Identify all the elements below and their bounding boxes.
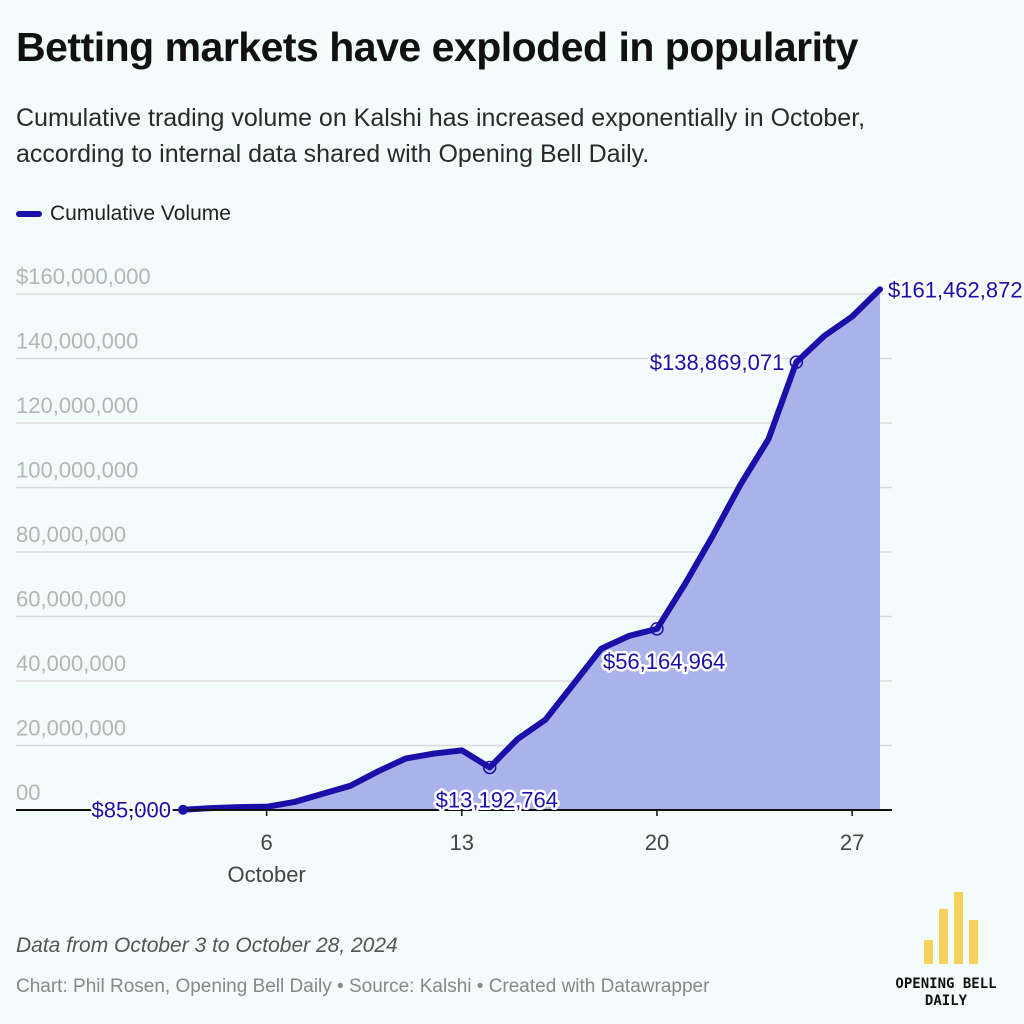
area-chart: $160,000,000 140,000,000 120,000,000 100,00… bbox=[16, 264, 1024, 887]
y-tick-label: 100,000,000 bbox=[16, 458, 138, 483]
annotation-label: $138,869,071 bbox=[650, 350, 785, 375]
chart-subtitle: Cumulative trading volume on Kalshi has … bbox=[16, 104, 866, 168]
opening-bell-daily-logo: OPENING BELL DAILY bbox=[888, 892, 1004, 1014]
y-tick-label: $160,000,000 bbox=[16, 264, 151, 289]
x-tick-label: 13 bbox=[450, 830, 474, 855]
annotation-ring bbox=[650, 622, 664, 636]
y-tick-label: 80,000,000 bbox=[16, 522, 126, 547]
bell-bars-icon bbox=[924, 892, 978, 964]
credit-line: Chart: Phil Rosen, Opening Bell Daily • … bbox=[16, 976, 710, 997]
x-tick-label: 27 bbox=[840, 830, 864, 855]
annotation-label: $13,192,764 bbox=[436, 787, 558, 812]
x-tick-sublabel: October bbox=[228, 862, 306, 887]
series-area bbox=[183, 289, 880, 810]
y-tick-label: 60,000,000 bbox=[16, 587, 126, 612]
x-tick-label: 6 bbox=[261, 830, 273, 855]
annotation-label: $56,164,964 bbox=[603, 649, 725, 674]
legend: Cumulative Volume bbox=[16, 202, 231, 226]
x-tick-label: 20 bbox=[645, 830, 669, 855]
y-tick-label: 40,000,000 bbox=[16, 651, 126, 676]
series-line bbox=[180, 286, 883, 813]
legend-label: Cumulative Volume bbox=[50, 202, 231, 225]
annotation-dot bbox=[178, 804, 188, 815]
y-tick-label: 120,000,000 bbox=[16, 393, 138, 418]
legend-swatch bbox=[16, 211, 42, 217]
logo-text: OPENING BELL DAILY bbox=[895, 976, 997, 1009]
annotation-label: $161,462,872 bbox=[888, 277, 1023, 302]
y-tick-label: 140,000,000 bbox=[16, 329, 138, 354]
annotation-label: $85,000 bbox=[91, 798, 171, 823]
annotation-ring bbox=[482, 760, 497, 775]
chart-title: Betting markets have exploded in popular… bbox=[16, 24, 858, 70]
data-note: Data from October 3 to October 28, 2024 bbox=[16, 934, 398, 957]
y-tick-label: 00 bbox=[16, 780, 40, 805]
annotation-ring bbox=[789, 355, 804, 369]
y-tick-label: 20,000,000 bbox=[16, 716, 126, 741]
